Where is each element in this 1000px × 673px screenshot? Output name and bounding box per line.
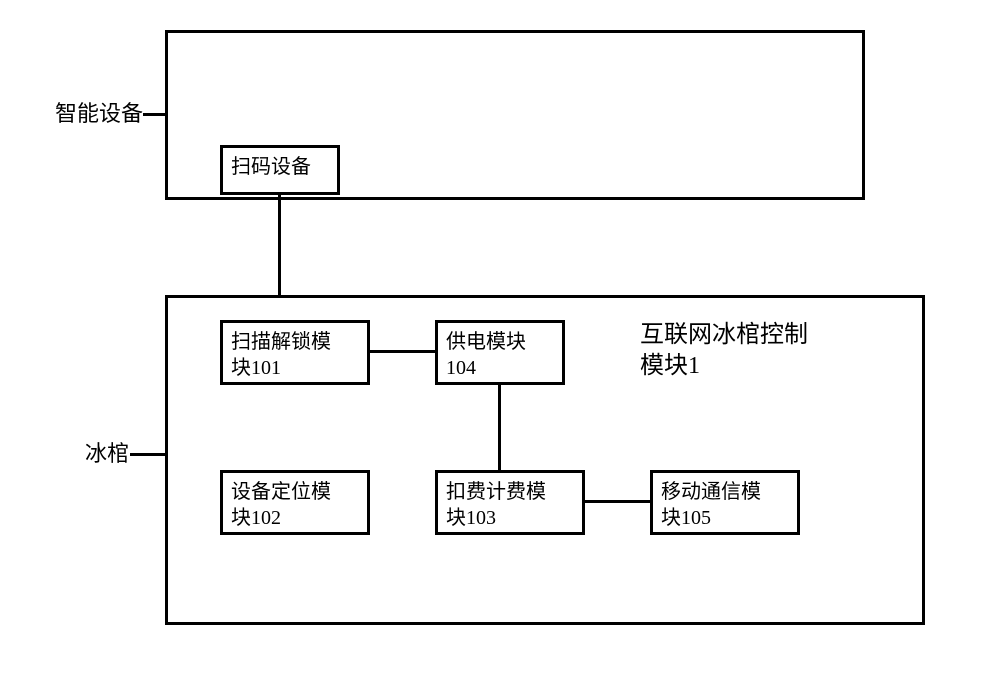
label-smart-device: 智能设备: [55, 100, 143, 129]
power-module: 供电模块 104: [435, 320, 565, 385]
connector-line: [370, 350, 435, 353]
location-module: 设备定位模 块102: [220, 470, 370, 535]
label-coffin: 冰棺: [85, 440, 129, 469]
comm-module: 移动通信模 块105: [650, 470, 800, 535]
connector-line: [585, 500, 650, 503]
connector-line: [130, 453, 165, 456]
scan-device-module: 扫码设备: [220, 145, 340, 195]
connector-line: [143, 113, 165, 116]
billing-module: 扣费计费模 块103: [435, 470, 585, 535]
connector-line: [498, 385, 501, 470]
control-module-title: 互联网冰棺控制 模块1: [640, 320, 808, 382]
scan-unlock-module: 扫描解锁模 块101: [220, 320, 370, 385]
